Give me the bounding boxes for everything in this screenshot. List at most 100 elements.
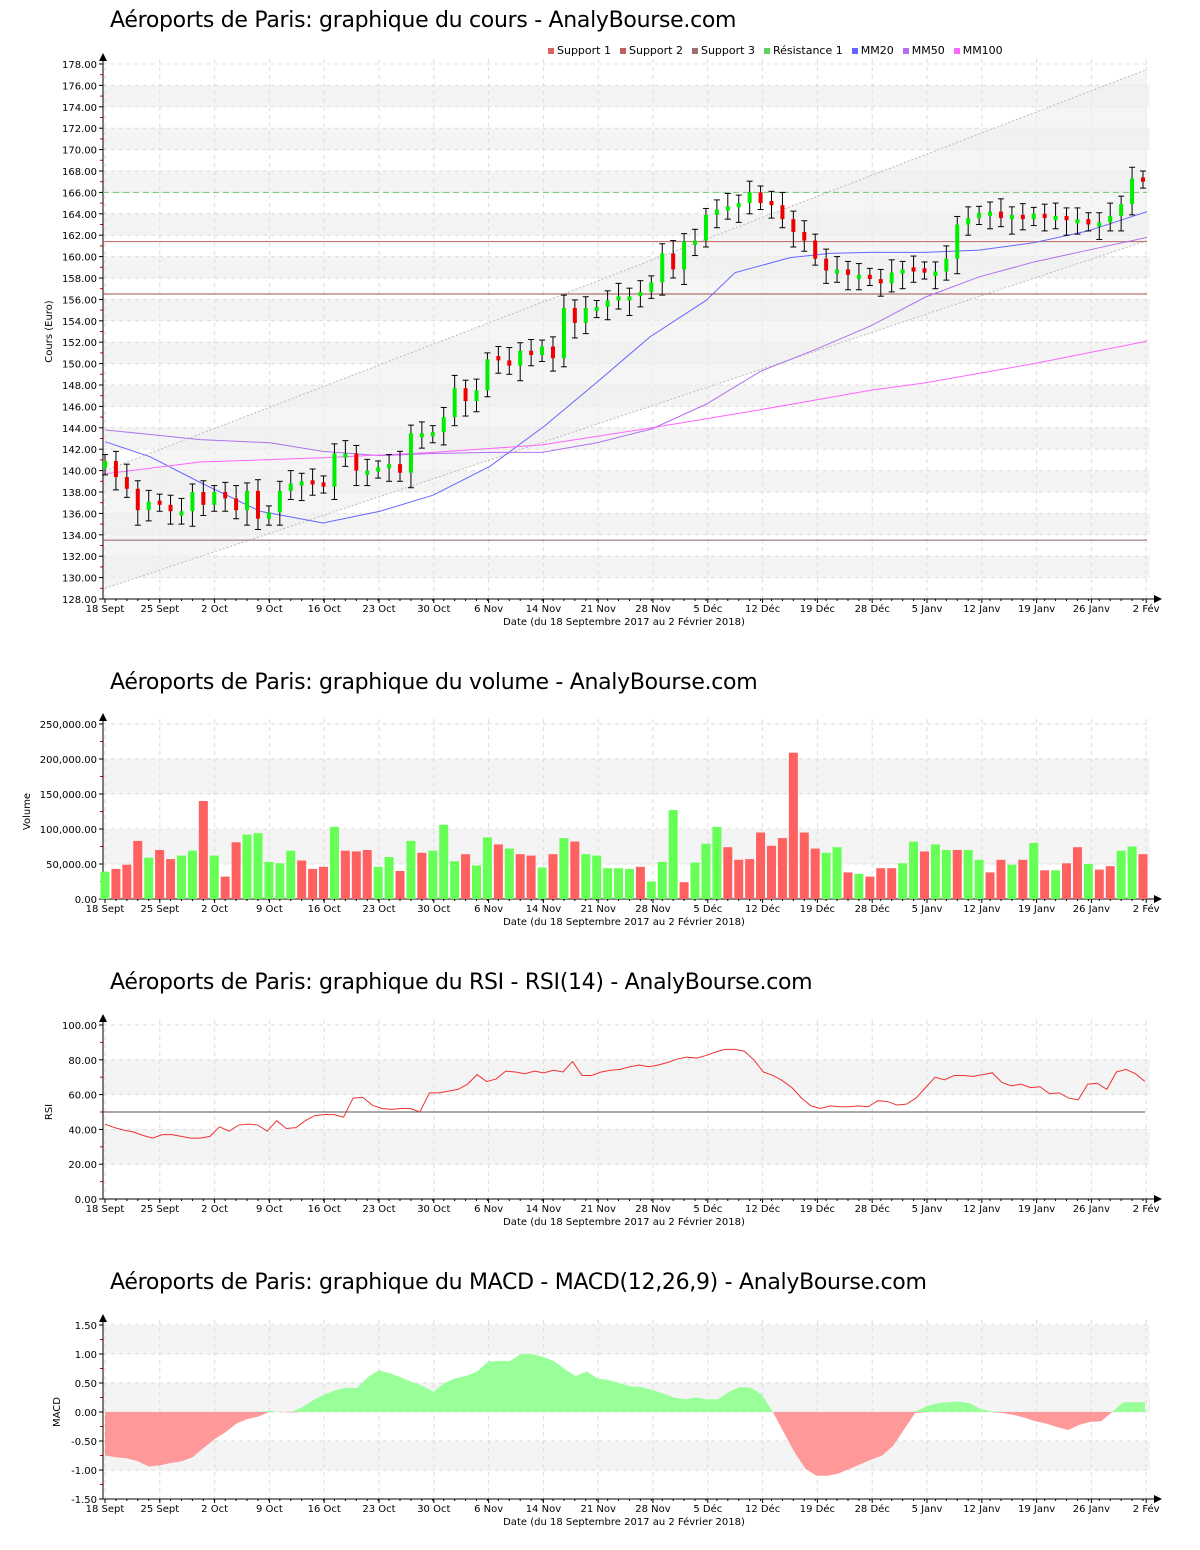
legend-swatch-icon <box>851 48 858 54</box>
volume-bar <box>909 841 919 899</box>
svg-text:6 Nov: 6 Nov <box>474 1504 503 1515</box>
svg-text:162.00: 162.00 <box>62 231 97 242</box>
rsi-line <box>104 1048 1146 1139</box>
macd-negative-area <box>105 1412 1145 1476</box>
legend-label: MM50 <box>911 44 945 57</box>
volume-bar <box>756 832 766 899</box>
svg-text:Date (du 18 Septembre 2017 au: Date (du 18 Septembre 2017 au 2 Février … <box>503 916 745 928</box>
volume-bar <box>537 867 547 899</box>
volume-bar <box>679 882 689 899</box>
candle <box>179 511 184 516</box>
legend-label: Support 3 <box>700 44 755 57</box>
svg-text:18 Sept: 18 Sept <box>86 1504 125 1515</box>
legend-item: Support 1 <box>548 44 611 57</box>
candle <box>824 258 829 271</box>
svg-text:-1.00: -1.00 <box>71 1466 97 1477</box>
candle <box>660 253 665 283</box>
svg-text:0.00: 0.00 <box>75 1408 97 1419</box>
svg-text:26 Janv: 26 Janv <box>1073 904 1110 915</box>
volume-bar <box>209 855 219 899</box>
svg-text:23 Oct: 23 Oct <box>362 1504 395 1515</box>
volume-bar <box>428 850 438 899</box>
candle <box>835 269 840 274</box>
svg-text:12 Janv: 12 Janv <box>963 604 1000 615</box>
svg-text:30 Oct: 30 Oct <box>417 1204 450 1215</box>
volume-bar <box>482 837 492 899</box>
svg-text:250,000.00: 250,000.00 <box>40 720 97 731</box>
legend-item: Support 2 <box>619 44 683 57</box>
volume-bar <box>799 832 809 899</box>
candle <box>223 492 228 499</box>
legend-swatch-icon <box>763 48 770 54</box>
candle <box>266 512 271 519</box>
svg-text:200,000.00: 200,000.00 <box>40 755 97 766</box>
volume-chart: 0.00 50,000.00 100,000.00 150,000.00 200,000… <box>22 713 1162 928</box>
candle <box>507 360 512 366</box>
svg-text:16 Oct: 16 Oct <box>308 1504 341 1515</box>
volume-bar <box>1127 846 1137 899</box>
svg-text:14 Nov: 14 Nov <box>526 604 562 615</box>
svg-text:168.00: 168.00 <box>62 167 97 178</box>
volume-bar <box>974 859 984 899</box>
rsi-chart-title: Aéroports de Paris: graphique du RSI - R… <box>110 970 813 995</box>
svg-text:30 Oct: 30 Oct <box>417 604 450 615</box>
svg-text:21 Nov: 21 Nov <box>580 1204 616 1215</box>
svg-text:12 Janv: 12 Janv <box>963 1504 1000 1515</box>
volume-chart-title: Aéroports de Paris: graphique du volume … <box>110 670 758 695</box>
svg-text:-0.50: -0.50 <box>71 1437 97 1448</box>
candle <box>889 272 894 284</box>
candle <box>736 203 741 208</box>
volume-bar <box>887 868 897 899</box>
candle <box>234 498 239 511</box>
svg-text:140.00: 140.00 <box>62 467 97 478</box>
candle <box>1031 213 1036 220</box>
svg-text:176.00: 176.00 <box>62 81 97 92</box>
volume-bar <box>821 852 831 899</box>
candle <box>474 390 479 402</box>
candle <box>878 279 883 284</box>
volume-bar <box>308 868 318 899</box>
volume-bar <box>515 854 525 899</box>
candle <box>944 258 949 272</box>
volume-bar <box>1072 847 1082 899</box>
svg-text:5 Déc: 5 Déc <box>693 1203 722 1215</box>
candle <box>1130 178 1135 205</box>
candle <box>703 214 708 241</box>
candle <box>1075 219 1080 224</box>
candle <box>1108 215 1113 223</box>
volume-bar <box>810 848 820 899</box>
candle <box>387 464 392 469</box>
volume-bar <box>1051 870 1061 899</box>
volume-bar <box>526 855 536 899</box>
svg-text:26 Janv: 26 Janv <box>1073 604 1110 615</box>
svg-text:100.00: 100.00 <box>62 1021 97 1032</box>
volume-bar <box>319 866 329 899</box>
svg-text:152.00: 152.00 <box>62 338 97 349</box>
candle <box>780 205 785 220</box>
volume-bar <box>952 850 962 899</box>
svg-text:5 Déc: 5 Déc <box>693 903 722 915</box>
candle <box>714 209 719 215</box>
svg-text:5 Déc: 5 Déc <box>693 603 722 615</box>
svg-text:5 Janv: 5 Janv <box>912 904 943 915</box>
volume-bar <box>865 876 875 899</box>
volume-bar <box>635 866 645 899</box>
candle <box>408 433 413 473</box>
macd-chart-title: Aéroports de Paris: graphique du MACD - … <box>110 1270 927 1295</box>
candle <box>398 464 403 473</box>
volume-bar <box>198 801 208 899</box>
candle <box>343 453 348 458</box>
candle <box>627 296 632 301</box>
svg-text:154.00: 154.00 <box>62 317 97 328</box>
svg-text:28 Déc: 28 Déc <box>855 1203 890 1215</box>
volume-bar <box>963 850 973 899</box>
candle <box>649 282 654 292</box>
svg-text:30 Oct: 30 Oct <box>417 904 450 915</box>
volume-bar <box>1018 859 1028 899</box>
candle <box>1097 222 1102 227</box>
candle <box>496 356 501 361</box>
svg-text:18 Sept: 18 Sept <box>86 904 125 915</box>
volume-bar <box>734 859 744 899</box>
svg-text:2 Oct: 2 Oct <box>201 904 228 915</box>
volume-bar <box>712 826 722 899</box>
